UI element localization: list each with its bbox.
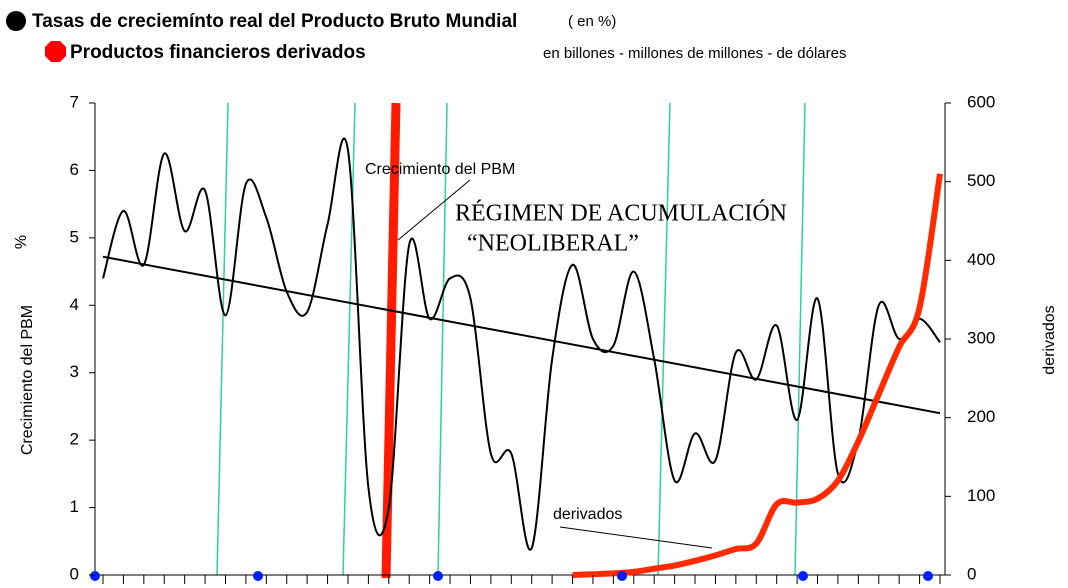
y-tick-label: 6 [70,160,79,179]
y2-tick-label: 100 [967,486,995,505]
y2-tick-label: 500 [967,171,995,190]
legend-note: ( en %) [568,13,616,30]
y-axis-unit: % [13,235,30,249]
annotation: derivados [553,506,622,523]
y-tick-label: 7 [70,92,79,111]
annotation: RÉGIMEN DE ACUMULACIÓN [455,200,787,227]
annotation: Crecimiento del PBM [365,161,515,178]
regime-marker [381,102,401,579]
legend-label: Productos financieros derivados [70,42,366,63]
y2-tick-label: 600 [967,92,995,111]
y-tick-label: 0 [70,564,79,583]
y2-axis-label: derivados [1041,305,1058,374]
series-line [102,255,941,415]
legend-swatch [6,11,26,31]
annotation-pointer [397,179,471,241]
y-tick-label: 5 [70,227,79,246]
y2-tick-label: 0 [967,564,976,583]
legend-swatch [45,41,66,62]
y-axis-label: Crecimiento del PBM [19,305,36,455]
legend-label: Tasas de creciemínto real del Producto B… [32,11,517,32]
series-line [572,173,943,578]
y-tick-label: 1 [70,497,79,516]
y-tick-label: 2 [70,430,79,449]
decoration [90,571,933,581]
decoration [216,102,806,576]
y-tick-label: 3 [70,362,79,381]
legend-note: en billones - millones de millones - de … [543,45,847,62]
annotation-pointer [559,526,713,549]
y-tick-label: 4 [70,295,79,314]
y2-tick-label: 300 [967,328,995,347]
y2-tick-label: 200 [967,407,995,426]
annotation: “NEOLIBERAL” [467,231,639,257]
y2-tick-label: 400 [967,250,995,269]
series-line [102,137,941,551]
